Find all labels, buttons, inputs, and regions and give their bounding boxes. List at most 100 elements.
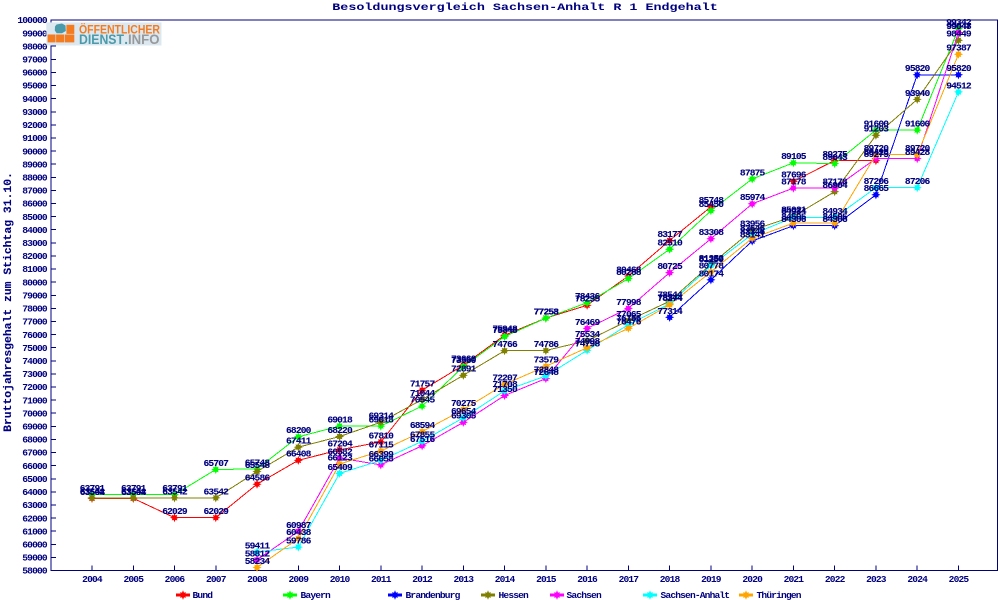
svg-text:95820: 95820 bbox=[946, 63, 972, 74]
svg-text:80778: 80778 bbox=[699, 260, 725, 271]
svg-text:2011: 2011 bbox=[371, 574, 392, 585]
svg-text:98449: 98449 bbox=[946, 29, 972, 40]
svg-text:2017: 2017 bbox=[619, 574, 640, 585]
svg-text:75534: 75534 bbox=[575, 329, 601, 340]
svg-text:2016: 2016 bbox=[577, 574, 598, 585]
svg-text:Besoldungsvergleich Sachsen-An: Besoldungsvergleich Sachsen-Anhalt R 1 E… bbox=[332, 2, 717, 14]
svg-text:71044: 71044 bbox=[410, 388, 436, 399]
svg-text:81000: 81000 bbox=[22, 264, 48, 275]
svg-text:63791: 63791 bbox=[80, 483, 106, 494]
svg-text:96000: 96000 bbox=[22, 68, 48, 79]
svg-text:76469: 76469 bbox=[575, 317, 601, 328]
svg-text:100000: 100000 bbox=[17, 15, 48, 26]
svg-text:67000: 67000 bbox=[22, 448, 48, 459]
svg-text:97387: 97387 bbox=[946, 43, 972, 54]
svg-text:83141: 83141 bbox=[740, 229, 766, 240]
svg-text:73660: 73660 bbox=[451, 354, 477, 365]
svg-text:70545: 70545 bbox=[410, 394, 436, 405]
svg-text:86000: 86000 bbox=[22, 199, 48, 210]
svg-text:58000: 58000 bbox=[22, 566, 48, 577]
svg-text:69314: 69314 bbox=[369, 411, 395, 422]
svg-text:99342: 99342 bbox=[946, 17, 972, 28]
svg-text:71757: 71757 bbox=[410, 379, 436, 390]
svg-text:75848: 75848 bbox=[492, 325, 518, 336]
svg-text:Bayern: Bayern bbox=[301, 590, 332, 600]
svg-text:87178: 87178 bbox=[822, 176, 848, 187]
svg-text:67855: 67855 bbox=[410, 430, 436, 441]
svg-text:2010: 2010 bbox=[330, 574, 351, 585]
svg-text:87000: 87000 bbox=[22, 186, 48, 197]
svg-text:67516: 67516 bbox=[410, 434, 436, 445]
svg-text:86665: 86665 bbox=[864, 183, 890, 194]
svg-text:ÖFFENTLICHER: ÖFFENTLICHER bbox=[79, 23, 161, 36]
svg-text:93000: 93000 bbox=[22, 107, 48, 118]
svg-text:75000: 75000 bbox=[22, 343, 48, 354]
svg-text:74786: 74786 bbox=[534, 339, 560, 350]
svg-text:87206: 87206 bbox=[864, 176, 890, 187]
svg-text:87206: 87206 bbox=[905, 176, 931, 187]
svg-text:97000: 97000 bbox=[22, 55, 48, 66]
svg-text:68594: 68594 bbox=[410, 420, 436, 431]
svg-text:65548: 65548 bbox=[245, 460, 271, 471]
svg-text:66399: 66399 bbox=[369, 449, 395, 460]
svg-text:72207: 72207 bbox=[492, 373, 518, 384]
svg-text:89428: 89428 bbox=[864, 147, 890, 158]
svg-text:77253: 77253 bbox=[534, 307, 560, 318]
svg-text:71708: 71708 bbox=[492, 379, 518, 390]
svg-text:2014: 2014 bbox=[495, 574, 516, 585]
svg-text:72848: 72848 bbox=[534, 364, 560, 375]
svg-text:INFO: INFO bbox=[128, 32, 160, 47]
svg-text:61000: 61000 bbox=[22, 526, 48, 537]
svg-text:87696: 87696 bbox=[781, 170, 807, 181]
svg-text:80725: 80725 bbox=[657, 261, 683, 272]
svg-text:88000: 88000 bbox=[22, 172, 48, 183]
svg-text:68200: 68200 bbox=[286, 425, 312, 436]
svg-text:67810: 67810 bbox=[369, 430, 395, 441]
svg-text:78344: 78344 bbox=[657, 292, 683, 303]
svg-text:66123: 66123 bbox=[327, 452, 353, 463]
svg-text:2012: 2012 bbox=[412, 574, 433, 585]
svg-text:85000: 85000 bbox=[22, 212, 48, 223]
svg-text:70275: 70275 bbox=[451, 398, 477, 409]
svg-text:83646: 83646 bbox=[740, 223, 766, 234]
svg-text:64000: 64000 bbox=[22, 487, 48, 498]
svg-text:86904: 86904 bbox=[822, 180, 848, 191]
svg-text:2023: 2023 bbox=[866, 574, 887, 585]
svg-text:2021: 2021 bbox=[784, 574, 805, 585]
svg-text:84505: 84505 bbox=[781, 212, 807, 223]
svg-text:85748: 85748 bbox=[699, 195, 725, 206]
svg-text:58812: 58812 bbox=[245, 548, 271, 559]
svg-text:71350: 71350 bbox=[492, 384, 518, 395]
svg-text:2018: 2018 bbox=[660, 574, 681, 585]
svg-text:67115: 67115 bbox=[369, 439, 395, 450]
svg-text:89275: 89275 bbox=[864, 149, 890, 160]
svg-text:84000: 84000 bbox=[22, 225, 48, 236]
svg-text:81259: 81259 bbox=[699, 254, 725, 265]
svg-text:90000: 90000 bbox=[22, 146, 48, 157]
svg-text:83000: 83000 bbox=[22, 238, 48, 249]
svg-text:72000: 72000 bbox=[22, 382, 48, 393]
svg-text:63542: 63542 bbox=[121, 486, 147, 497]
svg-text:85021: 85021 bbox=[781, 205, 807, 216]
svg-text:84505: 84505 bbox=[822, 212, 848, 223]
svg-text:77314: 77314 bbox=[657, 306, 683, 317]
svg-text:Sachsen-Anhalt: Sachsen-Anhalt bbox=[661, 590, 730, 600]
svg-text:67411: 67411 bbox=[286, 436, 312, 447]
svg-text:2015: 2015 bbox=[536, 574, 557, 585]
svg-text:73560: 73560 bbox=[451, 355, 477, 366]
svg-text:80174: 80174 bbox=[699, 268, 725, 279]
svg-text:84934: 84934 bbox=[781, 206, 807, 217]
svg-text:87178: 87178 bbox=[781, 176, 807, 187]
svg-text:62000: 62000 bbox=[22, 513, 48, 524]
svg-text:83346: 83346 bbox=[740, 227, 766, 238]
svg-text:87875: 87875 bbox=[740, 167, 766, 178]
svg-text:83308: 83308 bbox=[699, 227, 725, 238]
svg-text:2006: 2006 bbox=[165, 574, 186, 585]
svg-text:75948: 75948 bbox=[492, 324, 518, 335]
svg-text:2024: 2024 bbox=[907, 574, 928, 585]
svg-text:2025: 2025 bbox=[949, 574, 970, 585]
svg-text:Brandenburg: Brandenburg bbox=[406, 590, 461, 600]
svg-text:73000: 73000 bbox=[22, 369, 48, 380]
svg-text:89428: 89428 bbox=[905, 147, 931, 158]
svg-text:69018: 69018 bbox=[327, 414, 353, 425]
